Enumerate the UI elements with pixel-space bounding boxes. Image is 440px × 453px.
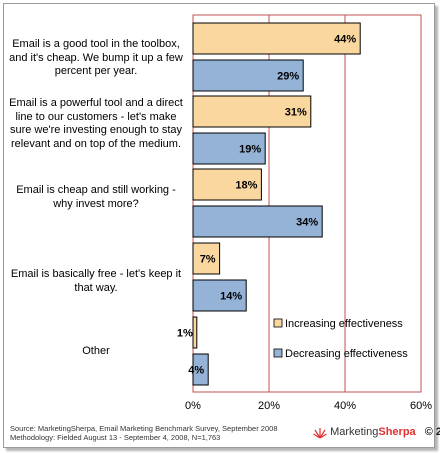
legend-swatch-increasing bbox=[273, 318, 283, 328]
data-label: 7% bbox=[200, 254, 216, 266]
copyright-year: © 2008 bbox=[424, 425, 440, 438]
bar-decreasing bbox=[192, 132, 266, 165]
x-tick-label: 60% bbox=[410, 400, 432, 412]
legend-swatch-decreasing bbox=[273, 348, 283, 358]
data-label: 1% bbox=[177, 328, 193, 340]
legend-label-decreasing: Decreasing effectiveness bbox=[285, 348, 408, 360]
data-label: 4% bbox=[188, 365, 204, 377]
brand-name-part2: Sherpa bbox=[378, 425, 416, 438]
category-label: Email is basically free - let's keep it t… bbox=[10, 268, 182, 294]
brand-name-part1: Marketing bbox=[330, 425, 379, 438]
bar-decreasing bbox=[192, 205, 323, 238]
data-label: 31% bbox=[285, 107, 307, 119]
plot-border bbox=[192, 14, 422, 393]
data-label: 18% bbox=[235, 180, 257, 192]
x-tick-label: 0% bbox=[185, 400, 201, 412]
category-label: Email is a good tool in the toolbox, and … bbox=[9, 38, 183, 77]
bar-increasing bbox=[192, 242, 221, 275]
data-label: 29% bbox=[277, 71, 299, 83]
data-label: 19% bbox=[239, 144, 261, 156]
source-footer: Source: MarketingSherpa, Email Marketing… bbox=[10, 424, 278, 442]
methodology-line: Methodology: Fielded August 13 - Septemb… bbox=[10, 433, 221, 442]
bar-decreasing bbox=[192, 353, 209, 386]
sunburst-icon bbox=[313, 428, 327, 439]
x-tick-label: 20% bbox=[258, 400, 280, 412]
bar-decreasing bbox=[192, 59, 304, 92]
bar-increasing bbox=[192, 168, 262, 201]
data-label: 14% bbox=[220, 291, 242, 303]
data-label: 34% bbox=[296, 217, 318, 229]
x-tick-label: 40% bbox=[334, 400, 356, 412]
category-label: Email is cheap and still working - why in… bbox=[16, 184, 176, 210]
category-label: Other bbox=[82, 345, 110, 357]
brand-logo: MarketingSherpa © 2008 bbox=[313, 425, 440, 439]
data-label: 44% bbox=[334, 34, 356, 46]
bar-increasing bbox=[192, 22, 361, 55]
bar-increasing bbox=[192, 316, 198, 349]
bar-increasing bbox=[192, 95, 312, 128]
category-label: Email is a powerful tool and a direct lin… bbox=[9, 97, 183, 150]
source-line: Source: MarketingSherpa, Email Marketing… bbox=[10, 424, 278, 433]
legend-label-increasing: Increasing effectiveness bbox=[285, 318, 403, 330]
bar-decreasing bbox=[192, 279, 247, 312]
